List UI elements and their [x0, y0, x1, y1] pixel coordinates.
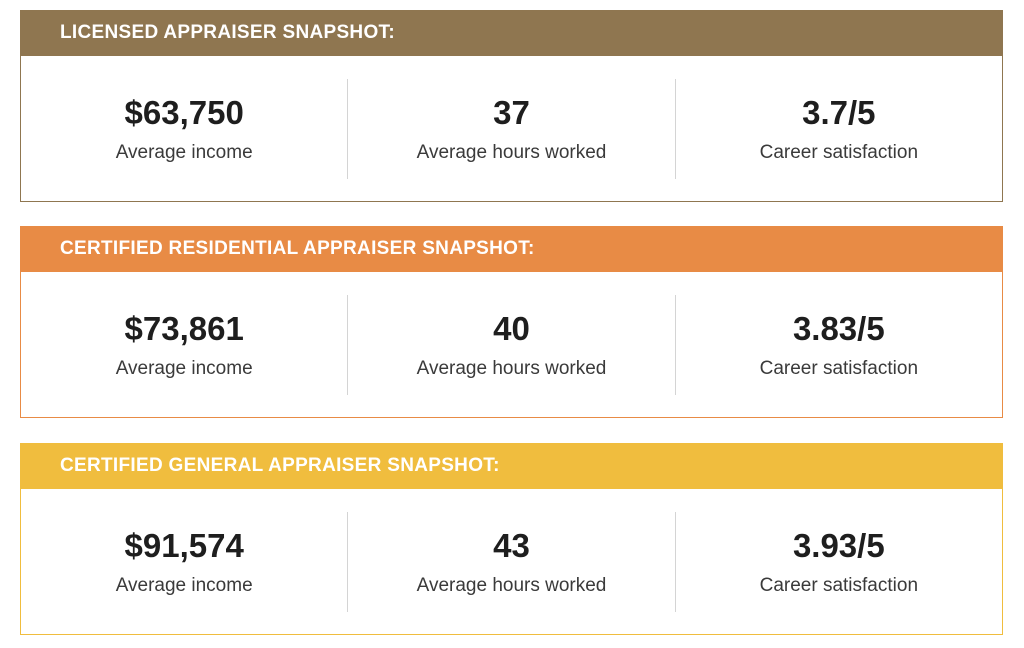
- stat-career-satisfaction: 3.93/5 Career satisfaction: [674, 511, 1002, 612]
- stat-value: 40: [493, 309, 530, 347]
- stat-label: Average hours worked: [416, 574, 607, 596]
- card-title: CERTIFIED RESIDENTIAL APPRAISER SNAPSHOT…: [60, 238, 535, 259]
- card-body: $91,574 Average income 43 Average hours …: [20, 489, 1003, 635]
- stat-average-income: $73,861 Average income: [21, 295, 347, 395]
- stat-label: Career satisfaction: [759, 141, 919, 163]
- stat-career-satisfaction: 3.83/5 Career satisfaction: [674, 294, 1002, 395]
- stat-average-hours: 37 Average hours worked: [347, 78, 674, 179]
- certified-general-appraiser-card: CERTIFIED GENERAL APPRAISER SNAPSHOT: $9…: [20, 443, 1003, 635]
- stat-label: Average income: [115, 141, 253, 163]
- stat-label: Career satisfaction: [759, 574, 919, 596]
- card-title: LICENSED APPRAISER SNAPSHOT:: [60, 22, 395, 43]
- stat-value: 37: [493, 93, 530, 131]
- stat-label: Average hours worked: [416, 141, 607, 163]
- stat-label: Average income: [115, 357, 253, 379]
- card-title: CERTIFIED GENERAL APPRAISER SNAPSHOT:: [60, 455, 500, 476]
- stat-average-income: $91,574 Average income: [21, 512, 347, 612]
- stat-label: Average hours worked: [416, 357, 607, 379]
- licensed-appraiser-card: LICENSED APPRAISER SNAPSHOT: $63,750 Ave…: [20, 10, 1003, 202]
- certified-residential-appraiser-card: CERTIFIED RESIDENTIAL APPRAISER SNAPSHOT…: [20, 226, 1003, 418]
- stat-label: Average income: [115, 574, 253, 596]
- stat-average-hours: 40 Average hours worked: [347, 294, 674, 395]
- card-body: $73,861 Average income 40 Average hours …: [20, 272, 1003, 418]
- card-header: CERTIFIED RESIDENTIAL APPRAISER SNAPSHOT…: [20, 226, 1003, 272]
- stat-value: 3.7/5: [802, 93, 876, 131]
- stat-career-satisfaction: 3.7/5 Career satisfaction: [674, 78, 1002, 179]
- card-header: LICENSED APPRAISER SNAPSHOT:: [20, 10, 1003, 56]
- stat-value: $63,750: [124, 93, 244, 131]
- stat-average-income: $63,750 Average income: [21, 79, 347, 179]
- stat-value: 3.93/5: [792, 526, 885, 564]
- stat-label: Career satisfaction: [759, 357, 919, 379]
- stat-value: $73,861: [124, 309, 244, 347]
- card-header: CERTIFIED GENERAL APPRAISER SNAPSHOT:: [20, 443, 1003, 489]
- stat-value: $91,574: [124, 526, 244, 564]
- stat-average-hours: 43 Average hours worked: [347, 511, 674, 612]
- stat-value: 43: [493, 526, 530, 564]
- stat-value: 3.83/5: [792, 309, 885, 347]
- card-body: $63,750 Average income 37 Average hours …: [20, 56, 1003, 202]
